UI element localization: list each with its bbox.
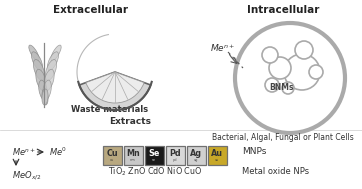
Text: BNMs: BNMs bbox=[270, 84, 294, 92]
Text: MeO$_{x/2}$: MeO$_{x/2}$ bbox=[12, 170, 42, 182]
Text: ag: ag bbox=[194, 158, 198, 162]
Ellipse shape bbox=[39, 80, 47, 100]
Text: TiO$_2$ ZnO CdO NiO CuO: TiO$_2$ ZnO CdO NiO CuO bbox=[108, 166, 202, 178]
FancyBboxPatch shape bbox=[165, 146, 185, 164]
Text: Waste materials: Waste materials bbox=[71, 105, 148, 115]
Circle shape bbox=[284, 54, 320, 90]
Ellipse shape bbox=[42, 89, 48, 105]
Wedge shape bbox=[86, 72, 144, 103]
Text: Mn: Mn bbox=[126, 149, 140, 158]
Text: Intracellular: Intracellular bbox=[247, 5, 319, 15]
Ellipse shape bbox=[47, 52, 59, 70]
Text: mn: mn bbox=[130, 158, 136, 162]
Circle shape bbox=[235, 23, 345, 133]
Text: Extracts: Extracts bbox=[109, 118, 151, 126]
Ellipse shape bbox=[51, 45, 61, 61]
Ellipse shape bbox=[36, 69, 46, 91]
Text: Metal oxide NPs: Metal oxide NPs bbox=[242, 167, 309, 177]
FancyBboxPatch shape bbox=[144, 146, 164, 164]
FancyBboxPatch shape bbox=[102, 146, 122, 164]
Circle shape bbox=[295, 41, 313, 59]
Text: Bacterial, Algal, Fungal or Plant Cells: Bacterial, Algal, Fungal or Plant Cells bbox=[212, 133, 354, 143]
Circle shape bbox=[282, 82, 294, 94]
Text: Me$^{n+}$: Me$^{n+}$ bbox=[210, 42, 235, 54]
Text: MNPs: MNPs bbox=[242, 147, 266, 156]
Text: se: se bbox=[152, 158, 156, 162]
Text: Me$^{n+}$: Me$^{n+}$ bbox=[12, 146, 36, 158]
Text: Ag: Ag bbox=[190, 149, 202, 158]
Ellipse shape bbox=[45, 60, 57, 81]
Text: Extracellular: Extracellular bbox=[52, 5, 127, 15]
FancyBboxPatch shape bbox=[186, 146, 206, 164]
Ellipse shape bbox=[29, 45, 39, 61]
Ellipse shape bbox=[33, 60, 45, 81]
Ellipse shape bbox=[42, 89, 48, 105]
Text: Cu: Cu bbox=[106, 149, 118, 158]
Ellipse shape bbox=[31, 52, 43, 70]
FancyBboxPatch shape bbox=[123, 146, 143, 164]
Text: Au: Au bbox=[211, 149, 223, 158]
Wedge shape bbox=[79, 72, 151, 110]
Text: Pd: Pd bbox=[169, 149, 181, 158]
Text: Me$^{0}$: Me$^{0}$ bbox=[49, 146, 67, 158]
Circle shape bbox=[265, 78, 279, 92]
Ellipse shape bbox=[43, 80, 51, 100]
Text: cu: cu bbox=[110, 158, 114, 162]
Circle shape bbox=[309, 65, 323, 79]
FancyBboxPatch shape bbox=[207, 146, 227, 164]
Circle shape bbox=[269, 57, 291, 79]
Text: pd: pd bbox=[173, 158, 177, 162]
Circle shape bbox=[262, 47, 278, 63]
Text: au: au bbox=[215, 158, 219, 162]
Ellipse shape bbox=[44, 69, 54, 91]
Text: Se: Se bbox=[148, 149, 160, 158]
